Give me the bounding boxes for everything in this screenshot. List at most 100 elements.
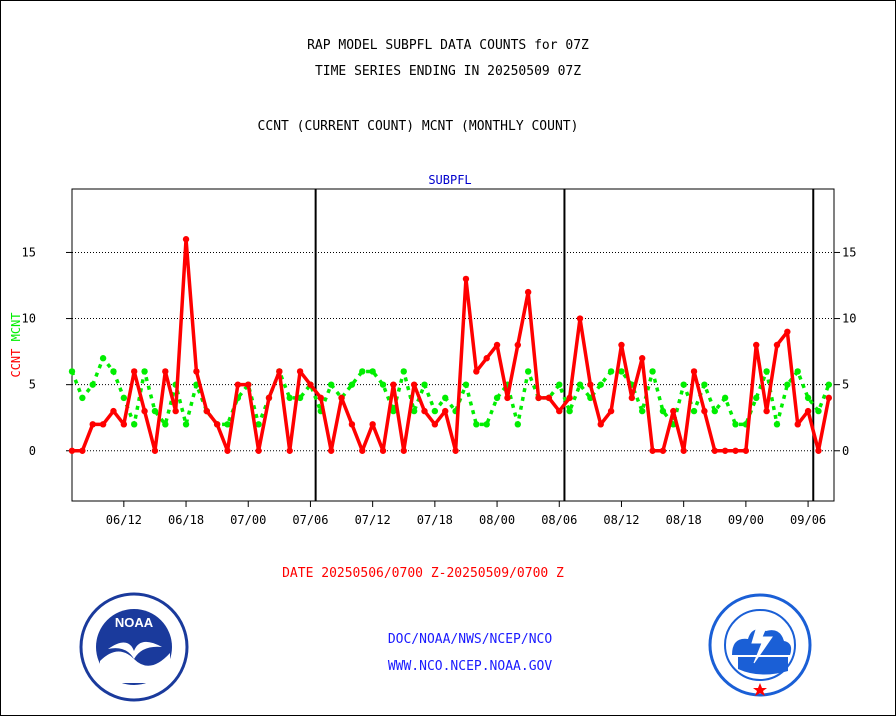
ccnt-point <box>794 421 801 428</box>
mcnt-point <box>120 394 128 402</box>
mcnt-point <box>348 381 356 388</box>
ccnt-point <box>307 381 314 388</box>
ccnt-point <box>193 368 200 375</box>
ccnt-point <box>79 447 86 454</box>
x-tick-label: 08/12 <box>603 513 639 527</box>
y-tick-label-left: 10 <box>22 312 36 326</box>
ccnt-point <box>317 394 325 402</box>
ccnt-point <box>732 447 739 454</box>
ccnt-point <box>286 447 293 454</box>
ccnt-point <box>556 407 563 415</box>
ccnt-point <box>369 421 376 428</box>
title-line-1: RAP MODEL SUBPFL DATA COUNTS for 07Z <box>307 38 589 53</box>
mcnt-point <box>473 421 480 428</box>
mcnt-point <box>379 381 387 388</box>
ccnt-point <box>607 407 615 415</box>
mcnt-point <box>131 421 138 428</box>
plot-area <box>71 188 835 502</box>
ccnt-point <box>815 447 822 454</box>
noaa-logo-text: NOAA <box>115 615 154 630</box>
ccnt-point <box>514 341 521 349</box>
x-tick-label: 07/18 <box>417 513 453 527</box>
y-tick-label-right: 10 <box>842 312 856 326</box>
mcnt-point <box>649 368 656 375</box>
ccnt-point <box>400 447 407 454</box>
ccnt-point <box>131 368 138 375</box>
mcnt-point <box>514 421 521 428</box>
noaa-logo: NOAA <box>79 592 189 702</box>
ccnt-point <box>452 447 459 454</box>
ccnt-point <box>431 421 439 428</box>
mcnt-point <box>524 368 532 375</box>
ccnt-point <box>348 421 356 428</box>
ccnt-point <box>359 447 366 454</box>
mcnt-point <box>753 394 760 402</box>
x-tick-label: 09/06 <box>790 513 826 527</box>
mcnt-line <box>70 356 831 427</box>
ccnt-point <box>172 407 179 415</box>
ccnt-point <box>649 447 656 454</box>
ccnt-point <box>338 394 345 402</box>
ccnt-point <box>89 421 96 428</box>
ccnt-point <box>628 394 636 402</box>
x-tick-label: 07/06 <box>292 513 328 527</box>
ccnt-point <box>753 341 760 349</box>
mcnt-point <box>369 368 376 375</box>
mcnt-point <box>442 394 449 402</box>
mcnt-point <box>659 407 667 415</box>
mcnt-point <box>639 407 646 415</box>
mcnt-point <box>825 381 833 388</box>
mcnt-point <box>286 394 293 402</box>
ccnt-point <box>483 355 490 362</box>
mcnt-point <box>493 394 501 402</box>
mcnt-point <box>162 421 169 428</box>
mcnt-point <box>141 368 148 375</box>
ccnt-point <box>379 447 387 454</box>
ccnt-point <box>825 394 833 402</box>
y-tick-label-right: 5 <box>842 378 849 392</box>
y-tick-label-left: 0 <box>29 444 36 458</box>
date-range-label: DATE 20250506/0700 Z-20250509/0700 Z <box>282 566 564 581</box>
mcnt-point <box>815 407 822 415</box>
mcnt-point <box>721 394 729 402</box>
ccnt-point <box>576 315 584 322</box>
website-link[interactable]: WWW.NCO.NCEP.NOAA.GOV <box>387 659 553 674</box>
mcnt-point <box>784 381 791 388</box>
ccnt-point <box>721 447 729 454</box>
mcnt-point <box>711 407 718 415</box>
mcnt-point <box>390 407 397 415</box>
ccnt-point <box>245 381 252 388</box>
ccnt-point <box>535 394 542 402</box>
mcnt-point <box>607 368 615 375</box>
x-tick-label: 07/12 <box>355 513 391 527</box>
mcnt-point <box>462 381 470 388</box>
ccnt-point <box>99 421 107 428</box>
ccnt-point <box>162 368 169 375</box>
ccnt-point <box>462 275 470 283</box>
mcnt-point <box>99 355 107 362</box>
mcnt-point <box>597 381 604 388</box>
ccnt-point <box>659 447 667 454</box>
ccnt-point <box>110 407 117 415</box>
mcnt-point <box>566 407 573 415</box>
ccnt-point <box>680 447 687 454</box>
ccnt-point <box>120 421 128 428</box>
org-path-link[interactable]: DOC/NOAA/NWS/NCEP/NCO <box>387 632 553 647</box>
ccnt-point <box>763 407 770 415</box>
nws-logo <box>708 593 812 697</box>
ccnt-point <box>141 407 148 415</box>
ccnt-point <box>151 447 159 454</box>
ccnt-point <box>182 236 190 243</box>
ccnt-point <box>670 407 677 415</box>
ccnt-point <box>68 447 76 454</box>
y-label-mcnt: MCNT <box>9 312 23 348</box>
mcnt-point <box>89 381 96 388</box>
y-tick-label-left: 5 <box>29 378 36 392</box>
mcnt-point <box>576 381 584 388</box>
mcnt-point <box>773 421 781 428</box>
mcnt-point <box>421 381 428 388</box>
ccnt-point <box>442 407 449 415</box>
ccnt-point <box>742 447 750 454</box>
ccnt-point <box>203 407 210 415</box>
ccnt-point <box>597 421 604 428</box>
